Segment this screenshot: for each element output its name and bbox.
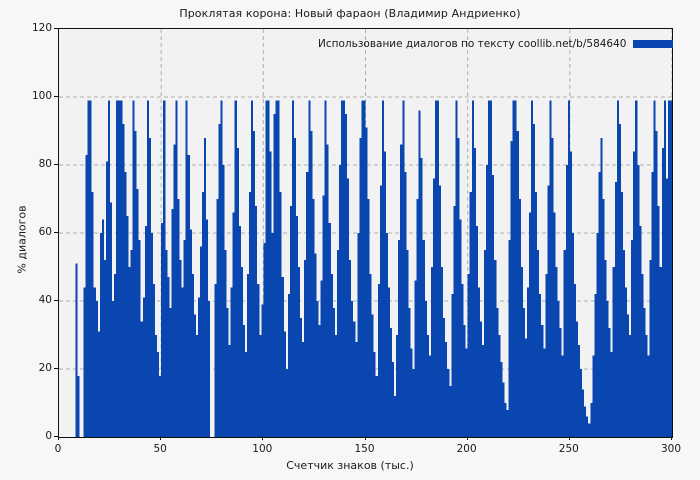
y-tick-mark bbox=[54, 368, 58, 370]
y-tick-label: 0 bbox=[45, 430, 52, 442]
y-tick-label: 40 bbox=[38, 294, 52, 306]
y-tick-mark bbox=[54, 28, 58, 30]
plot-area bbox=[58, 28, 673, 438]
y-tick-mark bbox=[54, 436, 58, 438]
y-tick-label: 80 bbox=[38, 158, 52, 170]
x-tick-mark bbox=[364, 436, 366, 440]
x-tick-label: 50 bbox=[153, 443, 167, 455]
x-tick-mark bbox=[671, 436, 673, 440]
x-tick-label: 250 bbox=[558, 443, 579, 455]
x-tick-mark bbox=[58, 436, 60, 440]
y-tick-label: 100 bbox=[31, 90, 52, 102]
y-tick-mark bbox=[54, 232, 58, 234]
x-tick-label: 200 bbox=[456, 443, 477, 455]
bar-chart-svg bbox=[59, 29, 672, 437]
y-tick-label: 120 bbox=[31, 22, 52, 34]
x-tick-mark bbox=[160, 436, 162, 440]
x-axis-label: Счетчик знаков (тыс.) bbox=[286, 459, 414, 472]
x-tick-mark bbox=[466, 436, 468, 440]
chart-legend: Использование диалогов по тексту coollib… bbox=[318, 36, 674, 51]
page-title: Проклятая корона: Новый фараон (Владимир… bbox=[179, 7, 521, 20]
x-tick-mark bbox=[568, 436, 570, 440]
x-tick-label: 100 bbox=[252, 443, 273, 455]
y-axis-label: % диалогов bbox=[15, 205, 29, 274]
y-tick-label: 20 bbox=[38, 362, 52, 374]
x-tick-label: 0 bbox=[54, 443, 62, 455]
y-tick-label: 60 bbox=[38, 226, 52, 238]
x-tick-label: 150 bbox=[354, 443, 375, 455]
y-tick-mark bbox=[54, 300, 58, 302]
bar-series bbox=[75, 100, 672, 437]
legend-color-swatch bbox=[633, 39, 674, 48]
x-tick-mark bbox=[262, 436, 264, 440]
y-tick-mark bbox=[54, 96, 58, 98]
y-tick-mark bbox=[54, 164, 58, 166]
legend-label: Использование диалогов по тексту coollib… bbox=[318, 37, 627, 50]
x-tick-label: 300 bbox=[660, 443, 682, 455]
